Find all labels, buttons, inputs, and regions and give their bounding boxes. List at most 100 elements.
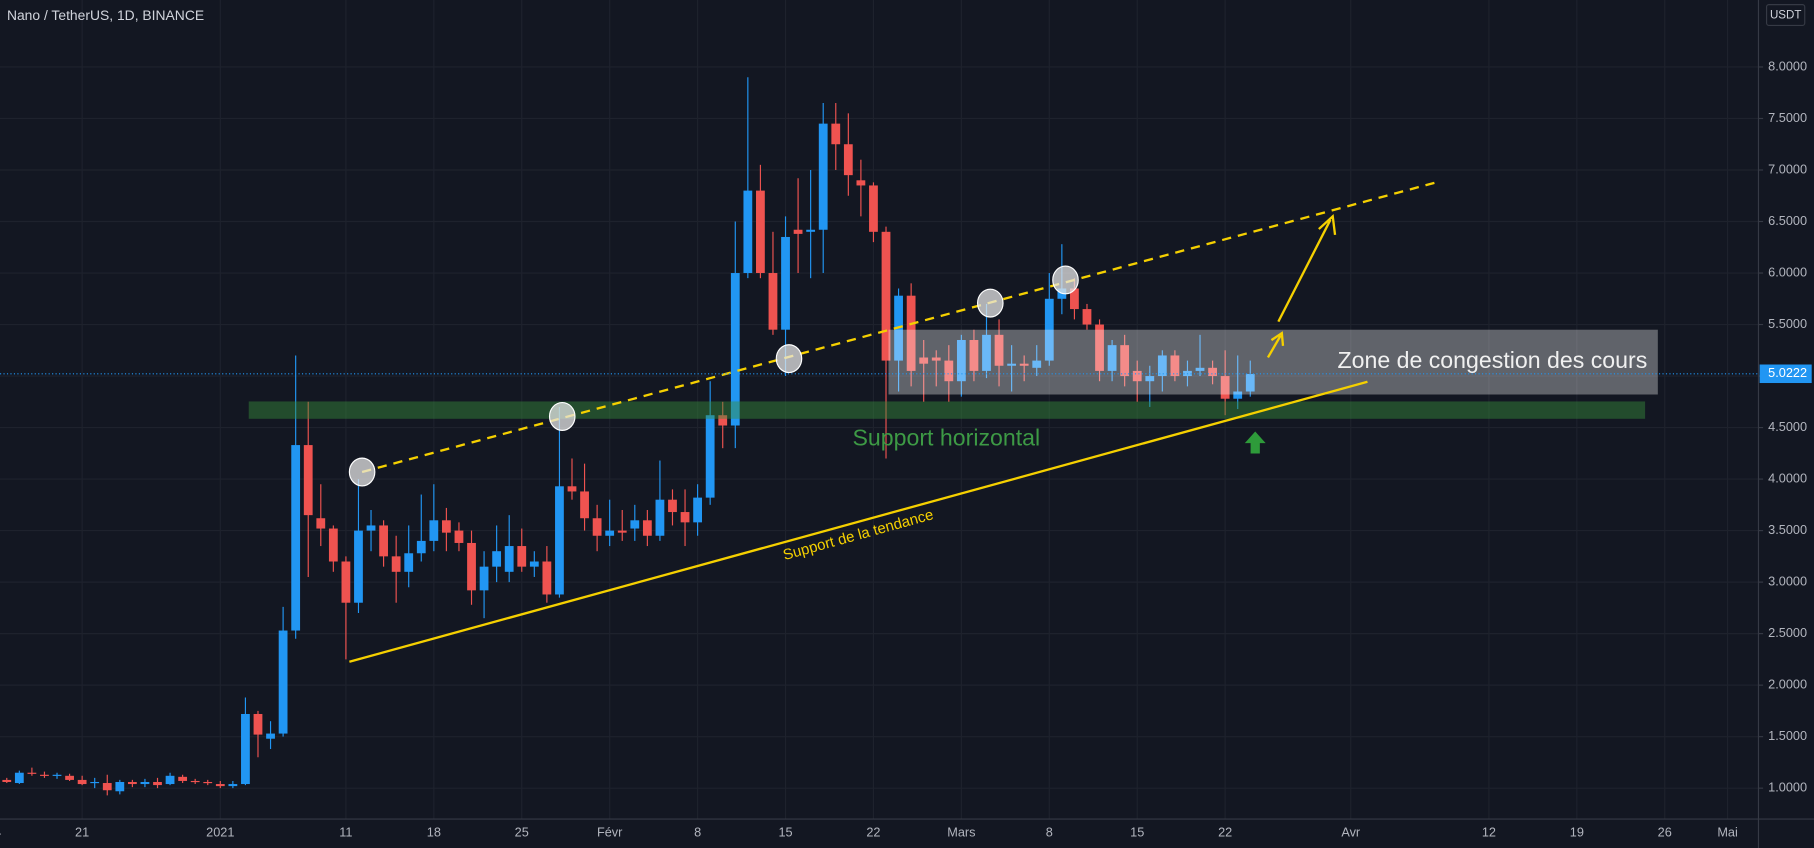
candle-body: [341, 561, 351, 603]
y-tick-label: 4.0000: [1768, 470, 1807, 485]
x-tick-label: 8: [1046, 824, 1053, 839]
candle-body: [642, 520, 652, 536]
x-tick-label: Avr: [1341, 824, 1361, 839]
candle-body: [1032, 360, 1042, 368]
candle-body: [693, 497, 702, 523]
candle-body: [266, 733, 275, 739]
candle-body: [354, 530, 363, 603]
candle-body: [1220, 376, 1230, 399]
candle-body: [1019, 363, 1029, 366]
candle-body: [429, 520, 439, 541]
x-tick-label: 14: [0, 824, 1, 839]
candle-body: [379, 525, 388, 557]
arrow-head: [1270, 331, 1285, 347]
axes: 1.0000 1.5000 2.0000 2.5000 3.0000 3.5000 4.00…: [0, 58, 1812, 839]
candle-body: [969, 339, 979, 371]
candle-body: [165, 775, 175, 785]
candle-body: [869, 185, 878, 232]
candle-body: [529, 561, 539, 567]
y-tick-label: 6.0000: [1768, 264, 1807, 279]
candle-body: [1044, 298, 1054, 361]
candle-body: [517, 546, 527, 567]
x-tick-label: 19: [1570, 824, 1584, 839]
candle-body: [479, 566, 489, 591]
candle-body: [1095, 324, 1104, 371]
candle-body: [278, 630, 288, 734]
candle-body: [291, 445, 301, 631]
y-tick-label: 2.0000: [1768, 676, 1807, 691]
y-tick-label: 2.5000: [1768, 625, 1807, 640]
x-tick-label: 8: [694, 824, 701, 839]
candle-body: [241, 713, 250, 785]
candle-body: [492, 551, 502, 567]
currency-box: [1765, 4, 1806, 27]
y-tick-label: 7.0000: [1768, 161, 1807, 176]
candle-body: [153, 781, 162, 786]
candle-body: [793, 229, 803, 234]
candle-body: [756, 190, 765, 274]
y-tick-label: 4.5000: [1768, 419, 1807, 434]
candle-body: [391, 556, 401, 572]
x-tick-label: 18: [427, 824, 441, 839]
candle-body: [818, 123, 828, 230]
candle-body: [14, 772, 24, 784]
candle-body: [956, 339, 966, 382]
candle-body: [567, 486, 577, 492]
candle-body: [454, 530, 464, 543]
x-tick-label: 2021: [206, 824, 234, 839]
candle-body: [416, 540, 426, 554]
y-tick-label: 8.0000: [1768, 58, 1807, 73]
touch-point: [348, 457, 376, 487]
candle-body: [303, 445, 313, 516]
candle-body: [580, 491, 589, 519]
candle-body: [668, 499, 677, 513]
touch-point: [548, 402, 576, 431]
x-tick-label: 22: [1218, 824, 1232, 839]
annotations: Zone de congestion des cours Support hor…: [248, 181, 1658, 663]
candle-body: [906, 295, 916, 371]
candle-body: [215, 784, 225, 787]
x-tick-label: 11: [339, 824, 352, 839]
candle-body: [504, 546, 514, 572]
candle-body: [1170, 355, 1180, 377]
candle-body: [1245, 373, 1255, 392]
up-arrow: [1244, 431, 1266, 454]
candle-body: [730, 273, 740, 426]
candle-body: [781, 236, 790, 330]
y-tick-label: 1.0000: [1768, 780, 1807, 795]
candle-body: [404, 553, 414, 572]
candle-body: [27, 772, 37, 774]
candle-body: [1070, 288, 1079, 310]
candle-body: [467, 542, 476, 591]
candle-body: [919, 357, 929, 364]
grid: [0, 0, 1759, 820]
currency-label: USDT: [1770, 10, 1801, 22]
candle-body: [1195, 367, 1205, 371]
support-zone: [248, 401, 1646, 419]
candle-body: [90, 781, 100, 784]
candle-body: [881, 231, 891, 361]
candle-body: [806, 229, 816, 232]
candle-body: [316, 518, 326, 529]
time-axis: [0, 819, 1759, 848]
support-label: Support horizontal: [852, 425, 1040, 451]
last-price-label: 5.0222: [1768, 365, 1807, 380]
candle-body: [190, 780, 200, 783]
candle-body: [1132, 370, 1142, 382]
x-tick-label: 22: [866, 824, 880, 839]
touch-point: [976, 288, 1004, 318]
candle-body: [617, 530, 627, 533]
candle-body: [743, 190, 753, 274]
candle-body: [605, 530, 615, 536]
candle-body: [77, 779, 87, 785]
candle-body: [768, 273, 778, 330]
last-price-box: [1759, 364, 1812, 384]
arrow-head: [1318, 213, 1337, 235]
price-axis: [1758, 0, 1814, 848]
candle-body: [178, 776, 188, 781]
candle-body: [328, 528, 338, 562]
congestion-zone: [888, 329, 1658, 395]
chart-title: Nano / TetherUS, 1D, BINANCE: [7, 7, 204, 23]
